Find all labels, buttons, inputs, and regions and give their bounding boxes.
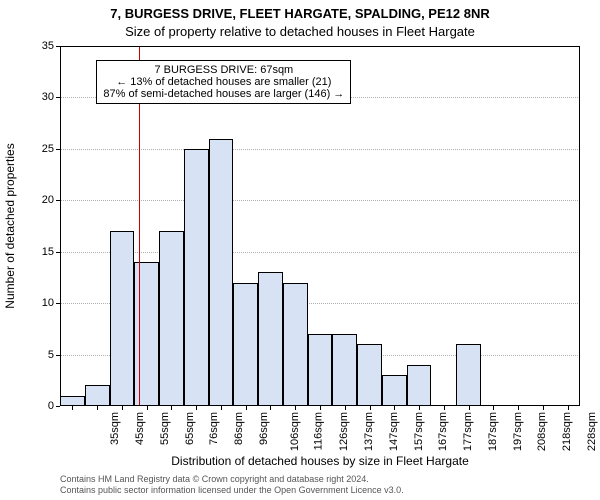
xtick-label: 187sqm: [487, 412, 499, 451]
xtick-mark: [345, 406, 346, 410]
xtick-label: 218sqm: [561, 412, 573, 451]
xtick-mark: [493, 406, 494, 410]
footer-line2: Contains public sector information licen…: [60, 485, 580, 496]
annotation-line3: 87% of semi-detached houses are larger (…: [103, 88, 344, 100]
xtick-mark: [419, 406, 420, 410]
xtick-label: 167sqm: [437, 412, 449, 451]
xtick-mark: [543, 406, 544, 410]
xtick-mark: [97, 406, 98, 410]
ytick-mark: [56, 406, 60, 407]
xtick-mark: [72, 406, 73, 410]
xtick-mark: [147, 406, 148, 410]
xtick-mark: [444, 406, 445, 410]
xtick-mark: [469, 406, 470, 410]
ytick-label: 35: [42, 40, 54, 52]
xtick-label: 106sqm: [289, 412, 301, 451]
footer-line1: Contains HM Land Registry data © Crown c…: [60, 474, 580, 485]
xtick-label: 76sqm: [208, 412, 220, 445]
xtick-mark: [246, 406, 247, 410]
xtick-mark: [270, 406, 271, 410]
xtick-label: 45sqm: [134, 412, 146, 445]
xtick-mark: [221, 406, 222, 410]
xtick-label: 86sqm: [233, 412, 245, 445]
xtick-mark: [320, 406, 321, 410]
xtick-mark: [394, 406, 395, 410]
xtick-label: 96sqm: [258, 412, 270, 445]
ytick-label: 20: [42, 194, 54, 206]
xtick-label: 197sqm: [512, 412, 524, 451]
annotation-line1: 7 BURGESS DRIVE: 67sqm: [103, 64, 344, 76]
xtick-label: 35sqm: [109, 412, 121, 445]
xtick-mark: [568, 406, 569, 410]
xtick-label: 116sqm: [313, 412, 325, 450]
annotation-box: 7 BURGESS DRIVE: 67sqm ← 13% of detached…: [96, 60, 351, 104]
xtick-label: 137sqm: [363, 412, 375, 451]
xtick-label: 177sqm: [462, 412, 474, 451]
ytick-label: 5: [48, 349, 54, 361]
xtick-label: 65sqm: [184, 412, 196, 445]
ytick-label: 10: [42, 297, 54, 309]
subtitle: Size of property relative to detached ho…: [0, 24, 600, 39]
xtick-label: 126sqm: [338, 412, 350, 451]
xtick-mark: [370, 406, 371, 410]
xtick-label: 55sqm: [159, 412, 171, 445]
page-title: 7, BURGESS DRIVE, FLEET HARGATE, SPALDIN…: [0, 6, 600, 21]
ytick-mark: [56, 46, 60, 47]
xtick-mark: [171, 406, 172, 410]
ytick-mark: [56, 355, 60, 356]
ytick-mark: [56, 200, 60, 201]
ytick-label: 30: [42, 91, 54, 103]
xtick-label: 228sqm: [586, 412, 598, 451]
ytick-mark: [56, 303, 60, 304]
xtick-mark: [295, 406, 296, 410]
ytick-label: 0: [48, 400, 54, 412]
xtick-label: 147sqm: [388, 412, 400, 451]
annotation-line2: ← 13% of detached houses are smaller (21…: [103, 76, 344, 88]
ytick-label: 15: [42, 246, 54, 258]
footer: Contains HM Land Registry data © Crown c…: [60, 474, 580, 496]
chart-plot-area: 05101520253035 35sqm45sqm55sqm65sqm76sqm…: [60, 46, 580, 406]
xtick-mark: [518, 406, 519, 410]
ytick-mark: [56, 97, 60, 98]
xtick-label: 208sqm: [536, 412, 548, 451]
y-axis-label: Number of detached properties: [3, 143, 17, 308]
ytick-mark: [56, 252, 60, 253]
xtick-mark: [122, 406, 123, 410]
x-axis-label: Distribution of detached houses by size …: [60, 454, 580, 468]
xtick-mark: [196, 406, 197, 410]
ytick-label: 25: [42, 143, 54, 155]
xtick-label: 157sqm: [413, 412, 425, 451]
ytick-mark: [56, 149, 60, 150]
